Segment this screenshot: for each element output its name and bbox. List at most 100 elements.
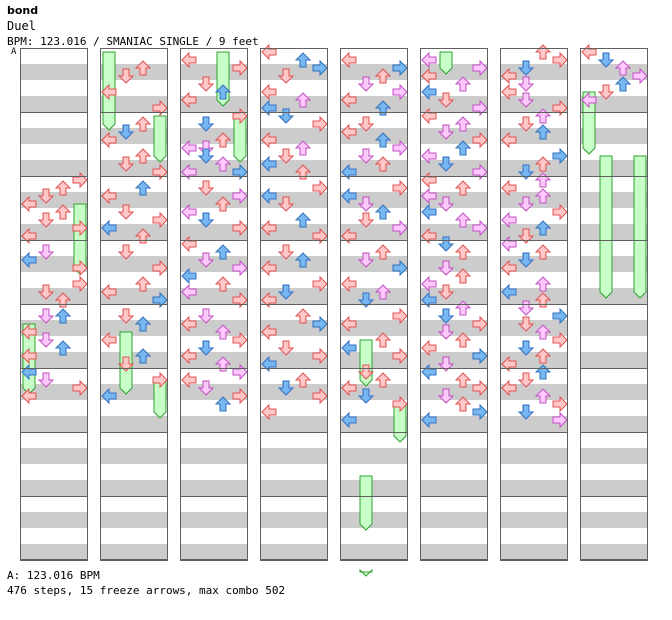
beat-stripe [500,304,568,320]
beat-stripe [180,128,248,144]
arrow-down-icon [517,340,535,356]
arrow-up-icon [134,348,152,364]
beat-stripe [180,352,248,368]
arrow-right-icon [472,59,488,77]
beat-stripe [260,416,328,432]
arrow-down-icon [277,68,295,84]
beat-stripe [500,256,568,272]
beat-stripe [420,416,488,432]
beat-stripe [20,352,88,368]
beat-stripe [500,416,568,432]
beat-stripe [260,48,328,64]
beat-stripe [180,416,248,432]
arrow-down-icon [357,116,375,132]
bpm-marker: A [11,47,17,57]
arrow-right-icon [152,163,168,181]
beat-stripe [100,496,168,512]
beat-stripe [340,432,408,448]
beat-stripe [100,80,168,96]
beat-stripe [340,224,408,240]
beat-stripe [420,448,488,464]
beat-stripe [340,112,408,128]
beat-stripe [580,432,648,448]
beat-stripe [500,64,568,80]
arrow-right-icon [232,291,248,309]
arrow-left-icon [261,355,277,373]
beat-stripe [420,224,488,240]
arrow-right-icon [232,387,248,405]
arrow-left-icon [261,131,277,149]
beat-stripe [500,272,568,288]
arrow-left-icon [341,227,357,245]
beat-stripe [500,112,568,128]
beat-stripe [100,192,168,208]
beat-stripe [180,336,248,352]
beat-stripe [100,272,168,288]
beat-stripe [500,288,568,304]
beat-stripe [420,208,488,224]
step-arrows [21,43,648,429]
beat-stripe [260,112,328,128]
beat-stripe [180,512,248,528]
arrow-up-icon [374,372,392,388]
beat-stripe [20,256,88,272]
beat-stripe [420,272,488,288]
arrow-left-icon [101,83,117,101]
arrow-down-icon [117,124,135,140]
arrow-left-icon [421,291,437,309]
arrow-up-icon [54,308,72,324]
arrow-down-icon [517,92,535,108]
beat-stripe [100,432,168,448]
beat-stripe [100,288,168,304]
beat-stripe [340,176,408,192]
arrow-left-icon [421,339,437,357]
arrow-left-icon [501,283,517,301]
arrow-right-icon [312,275,328,293]
arrow-up-icon [134,276,152,292]
beat-stripe [580,144,648,160]
arrow-up-icon [614,60,632,76]
beat-stripe [180,240,248,256]
beat-stripe [420,144,488,160]
beat-stripe [180,496,248,512]
arrow-left-icon [341,315,357,333]
arrow-up-icon [534,156,552,172]
arrow-left-icon [421,187,437,205]
beat-stripe [580,112,648,128]
beat-stripe [500,336,568,352]
arrow-right-icon [392,395,408,413]
arrow-up-icon [534,276,552,292]
beat-stripe [20,160,88,176]
arrow-down-icon [37,244,55,260]
arrow-right-icon [312,115,328,133]
arrow-up-icon [534,244,552,260]
beat-stripe [100,304,168,320]
beat-stripe [580,48,648,64]
beat-stripe [20,448,88,464]
arrow-left-icon [101,331,117,349]
arrow-down-icon [197,180,215,196]
beat-stripe [340,128,408,144]
freeze-arrow [359,568,373,577]
arrow-right-icon [472,315,488,333]
arrow-up-icon [214,396,232,412]
beat-stripe [260,64,328,80]
arrow-up-icon [134,60,152,76]
beat-stripe [260,464,328,480]
beat-stripe [420,464,488,480]
arrow-down-icon [357,76,375,92]
beat-stripe [180,48,248,64]
arrow-up-icon [534,188,552,204]
beat-stripe [180,544,248,560]
arrow-up-icon [294,252,312,268]
arrow-up-icon [534,388,552,404]
arrow-up-icon [214,244,232,260]
beat-stripe [100,240,168,256]
beat-stripe [420,528,488,544]
arrow-down-icon [357,196,375,212]
arrow-left-icon [341,411,357,429]
beat-stripe [500,352,568,368]
beat-stripe [20,416,88,432]
arrow-right-icon [232,331,248,349]
arrow-left-icon [421,51,437,69]
